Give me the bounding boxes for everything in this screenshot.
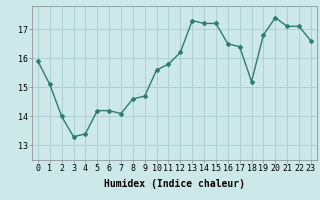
X-axis label: Humidex (Indice chaleur): Humidex (Indice chaleur) <box>104 179 245 189</box>
